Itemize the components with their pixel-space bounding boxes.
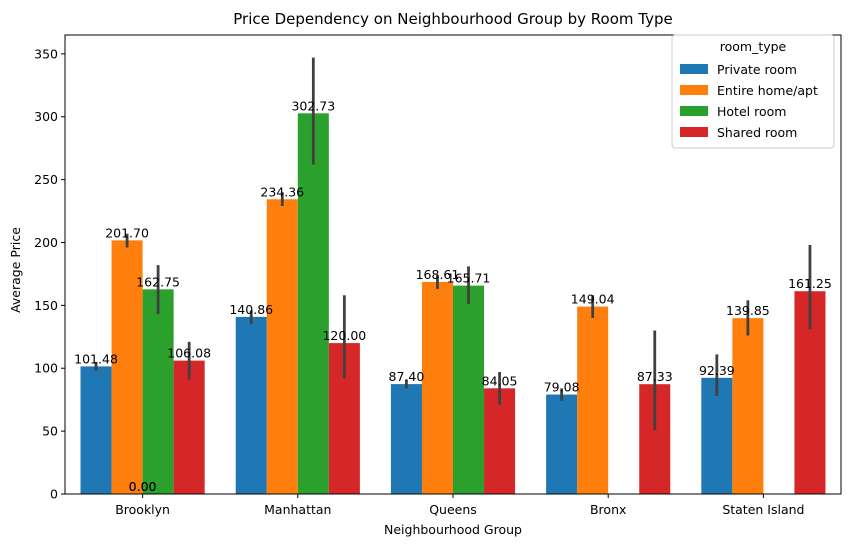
bar (266, 199, 298, 494)
y-tick-label: 200 (34, 235, 58, 250)
y-tick-label: 100 (34, 361, 58, 376)
data-label: 140.86 (229, 302, 273, 317)
bar (297, 113, 329, 494)
legend-swatch (680, 85, 708, 95)
data-label: 92.39 (699, 363, 735, 378)
x-tick-label: Manhattan (264, 502, 331, 517)
data-label: 87.40 (389, 369, 425, 384)
bar (173, 360, 205, 494)
annotation-label: 0.00 (129, 479, 157, 494)
x-axis-label: Neighbourhood Group (384, 522, 522, 537)
legend-label: Entire home/apt (717, 83, 818, 98)
x-tick-label: Brooklyn (115, 502, 170, 517)
bar (235, 316, 267, 494)
bar (577, 306, 609, 494)
legend-label: Private room (717, 62, 797, 77)
x-tick-label: Staten Island (722, 502, 804, 517)
y-axis-label: Average Price (8, 227, 23, 313)
y-tick-label: 50 (42, 424, 58, 439)
y-tick-label: 150 (34, 298, 58, 313)
legend-swatch (680, 64, 708, 74)
data-label: 168.61 (416, 267, 460, 282)
data-label: 101.48 (74, 351, 118, 366)
legend-box (671, 34, 835, 149)
data-label: 161.25 (788, 276, 832, 291)
chart-title: Price Dependency on Neighbourhood Group … (233, 10, 672, 28)
data-label: 165.71 (447, 271, 491, 286)
plot-area: 101.48 140.86 87.40 79.08 92.39 201.70 234.36 1… (34, 34, 842, 517)
legend-label: Shared room (717, 125, 797, 140)
data-label: 87.33 (637, 369, 673, 384)
data-label: 79.08 (544, 380, 580, 395)
bar (546, 394, 578, 494)
legend-title: room_type (720, 39, 787, 54)
data-label: 149.04 (571, 292, 615, 307)
legend-label: Hotel room (717, 104, 786, 119)
data-label: 84.05 (482, 373, 518, 388)
legend: room_type Private room Entire home/apt Hote… (671, 34, 835, 149)
annotation-label: 0.00 (129, 479, 157, 494)
bar (732, 318, 764, 494)
bar (453, 285, 485, 494)
data-label: 162.75 (136, 274, 180, 289)
bar (701, 377, 733, 494)
bar (390, 384, 422, 494)
y-tick-label: 0 (50, 487, 58, 502)
y-tick-label: 350 (34, 46, 58, 61)
y-tick-label: 250 (34, 172, 58, 187)
data-label: 302.73 (291, 98, 335, 113)
x-tick-label: Queens (429, 502, 477, 517)
bar (421, 281, 453, 494)
bar (142, 289, 174, 494)
bar (80, 366, 112, 494)
bar (111, 240, 143, 494)
data-label: 106.08 (167, 346, 211, 361)
bar (484, 388, 516, 494)
data-label: 201.70 (105, 225, 149, 240)
data-label: 234.36 (260, 184, 304, 199)
y-tick-label: 300 (34, 109, 58, 124)
data-label: 120.00 (322, 328, 366, 343)
x-tick-label: Bronx (590, 502, 626, 517)
data-label: 139.85 (726, 303, 770, 318)
legend-swatch (680, 106, 708, 116)
legend-swatch (680, 127, 708, 137)
